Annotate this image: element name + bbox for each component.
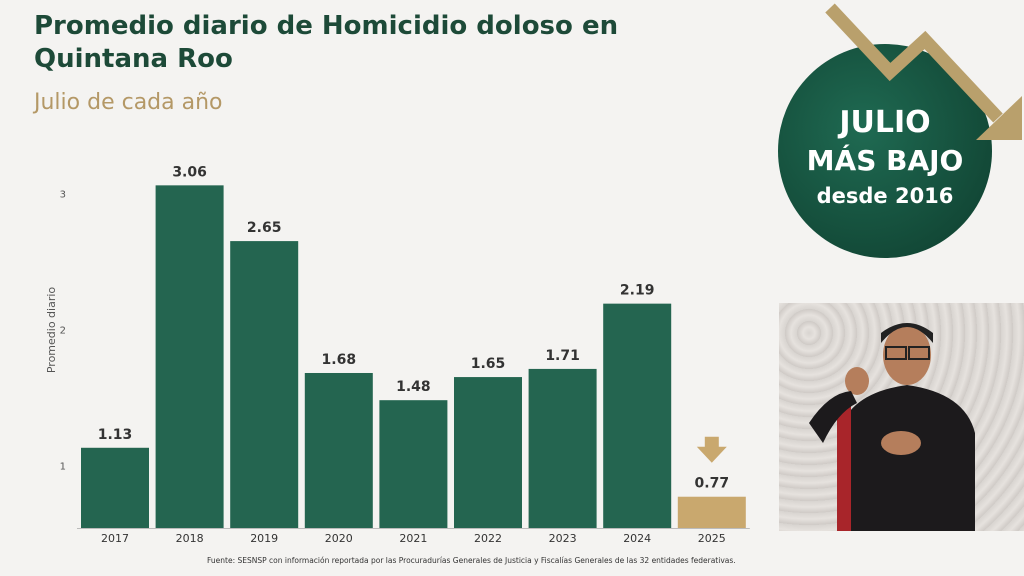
data-label: 2.19 xyxy=(620,283,655,299)
badge-line1: JULIO xyxy=(839,105,931,140)
badge-text: JULIO MÁS BAJO desde 2016 xyxy=(778,104,992,212)
chart-title: Promedio diario de Homicidio doloso en Q… xyxy=(34,11,619,74)
sign-language-interpreter-video xyxy=(779,303,1024,531)
x-tick-label: 2018 xyxy=(176,532,204,545)
down-arrow-icon xyxy=(696,436,727,463)
data-label: 1.65 xyxy=(471,356,506,372)
data-label: 3.06 xyxy=(172,164,207,180)
bar xyxy=(81,447,149,528)
x-tick-label: 2017 xyxy=(101,532,129,545)
x-tick-label: 2021 xyxy=(399,532,427,545)
bar xyxy=(304,372,373,528)
data-label: 1.71 xyxy=(545,348,580,364)
badge-line3: desde 2016 xyxy=(816,184,954,208)
bar-chart: 1 2 3 Promedio diario 1.13 2017 3.06 2018 2.65 20… xyxy=(45,164,750,545)
x-tick-label: 2019 xyxy=(250,532,278,545)
chart-subtitle: Julio de cada año xyxy=(34,90,223,115)
y-axis-label: Promedio diario xyxy=(45,287,58,374)
bar xyxy=(528,368,597,528)
x-tick-label: 2024 xyxy=(623,532,651,545)
source-note: Fuente: SESNSP con información reportada… xyxy=(207,556,736,565)
x-tick-label: 2023 xyxy=(549,532,577,545)
interpreter-figure xyxy=(809,323,975,531)
x-tick-label: 2022 xyxy=(474,532,502,545)
bar xyxy=(603,303,672,528)
data-label: 2.65 xyxy=(247,220,282,236)
trend-down-arrow-icon xyxy=(825,3,1022,140)
x-tick-label: 2025 xyxy=(698,532,726,545)
badge-line2: MÁS BAJO xyxy=(806,144,964,177)
data-label: 1.48 xyxy=(396,379,431,395)
bar xyxy=(155,185,224,528)
data-label: 1.13 xyxy=(98,427,133,443)
y-tick-label: 3 xyxy=(60,190,66,201)
bar xyxy=(677,496,746,528)
data-label: 0.77 xyxy=(695,476,730,492)
julio-badge: JULIO MÁS BAJO desde 2016 xyxy=(770,0,1024,270)
x-tick-label: 2020 xyxy=(325,532,353,545)
bar xyxy=(454,377,522,528)
data-label: 1.68 xyxy=(322,352,357,368)
y-tick-label: 1 xyxy=(60,461,66,472)
bar xyxy=(379,400,448,528)
y-tick-label: 2 xyxy=(60,325,66,336)
bar xyxy=(230,241,299,529)
